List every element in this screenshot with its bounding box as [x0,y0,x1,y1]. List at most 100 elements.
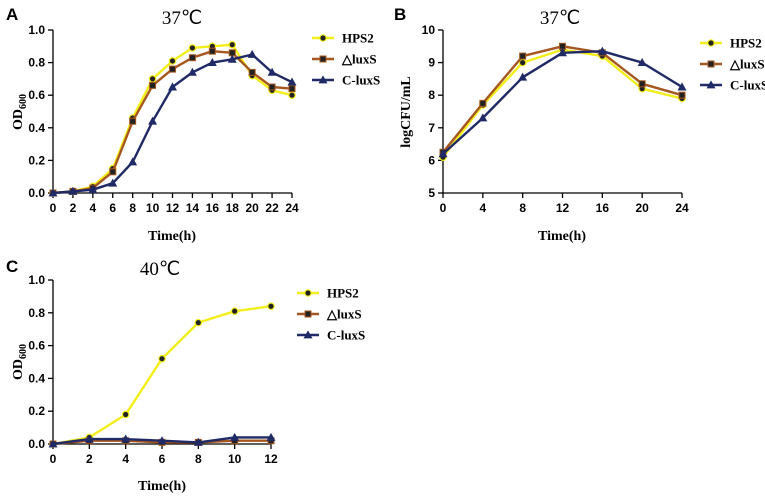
x-axis-label: Time(h) [148,229,196,244]
data-point [108,178,118,187]
data-point [121,410,130,419]
data-point [194,318,203,327]
legend-label: △luxS [326,307,362,322]
series-hps2 [49,40,296,197]
legend-label: HPS2 [327,286,359,301]
series-cluxs [48,49,297,197]
data-point [148,75,157,83]
x-tick-label: 2 [86,452,93,466]
y-tick-label: 0.4 [28,121,45,135]
data-point [129,117,137,125]
y-tick-label: 0.8 [28,306,45,320]
data-point [287,77,297,86]
data-point [230,432,240,441]
data-point [187,67,197,76]
y-tick-label: 10 [422,23,436,37]
y-axis-label: OD600 [11,94,29,130]
legend-label: △luxS [341,52,377,67]
x-tick-label: 8 [129,201,136,215]
chart-title: 37℃ [540,8,580,29]
x-tick-label: 20 [635,201,649,215]
data-point [230,307,239,315]
data-point [207,57,217,66]
data-point [638,80,646,88]
data-point [438,149,448,158]
y-tick-label: 0.0 [28,437,45,451]
data-point [168,57,177,65]
y-axis-label: logCFU/mL [399,76,414,148]
y-tick-label: 0.0 [28,186,45,200]
x-tick-label: 12 [166,201,180,215]
data-point [597,46,607,55]
x-tick-label: 4 [89,201,96,215]
y-tick-label: 1.0 [28,273,45,287]
data-point [169,65,176,73]
legend-marker [303,330,313,339]
y-tick-label: 0.6 [28,88,45,102]
series-line [442,50,683,155]
y-tick-label: 9 [428,56,435,70]
y-tick-label: 0.2 [28,404,45,418]
y-tick-label: 8 [428,88,435,102]
y-tick-label: 1.0 [28,23,45,37]
panel-label: B [394,5,406,24]
y-tick-label: 5 [428,186,435,200]
panel-a: A 37℃0.00.20.40.60.81.00 2 4 6 8 10 12 14 16 18 20 2… [6,5,380,244]
x-tick-label: 6 [109,201,116,215]
x-tick-label: 0 [50,452,57,466]
legend-marker [304,310,312,318]
data-point [148,116,158,125]
x-axis-label: Time(h) [138,479,186,494]
legend-marker [319,34,327,42]
x-tick-label: 4 [122,452,129,466]
series-dluxs [49,47,296,197]
data-point [678,91,686,99]
data-point [288,85,296,93]
data-point [109,168,117,176]
data-point [188,54,196,62]
data-point [518,72,528,81]
panel-b: B 37℃ 5 6 7 8 9 10 0 4 8 12 16 20 24 Time(h) logCFU/mL HP… [394,5,765,244]
data-point [266,432,276,441]
data-point [478,113,488,122]
data-point [247,49,257,58]
data-point [227,54,237,63]
series-dluxs [439,42,686,156]
x-tick-label: 10 [146,201,160,215]
data-point [677,82,687,91]
chart-title: 40℃ [140,259,180,280]
x-tick-label: 4 [479,201,486,215]
x-tick-label: 24 [285,201,299,215]
legend-label: C-luxS [327,328,365,343]
x-tick-label: 16 [596,201,610,215]
data-point [48,188,58,197]
data-point [248,68,256,76]
x-tick-label: 10 [228,452,242,466]
y-axis-label: OD600 [11,344,29,380]
x-tick-label: 20 [245,201,259,215]
data-point [157,436,167,445]
series-line [52,305,272,446]
data-point [188,44,197,52]
x-tick-label: 0 [440,201,447,215]
panel-label: C [6,257,18,276]
legend: HPS2 △luxS C-luxS [700,36,765,93]
legend-label: HPS2 [730,36,762,51]
x-tick-label: 2 [70,201,77,215]
panel-c: C 40℃ 0.0 0.2 0.4 0.6 0.8 1.0 0 2 4 6 8 10 12 Time(h) OD… [6,257,365,494]
legend-marker [707,60,715,68]
y-tick-label: 0.4 [28,371,45,385]
legend-marker [318,75,328,84]
legend-label: C-luxS [342,73,380,88]
data-point [558,48,567,57]
x-tick-label: 0 [50,201,57,215]
data-point [479,99,487,107]
y-tick-label: 0.8 [28,56,45,70]
x-tick-label: 14 [186,201,200,215]
data-point [68,186,78,195]
legend-marker [706,80,716,89]
data-point [158,354,166,363]
data-point [268,83,276,91]
legend-label: HPS2 [342,31,374,46]
